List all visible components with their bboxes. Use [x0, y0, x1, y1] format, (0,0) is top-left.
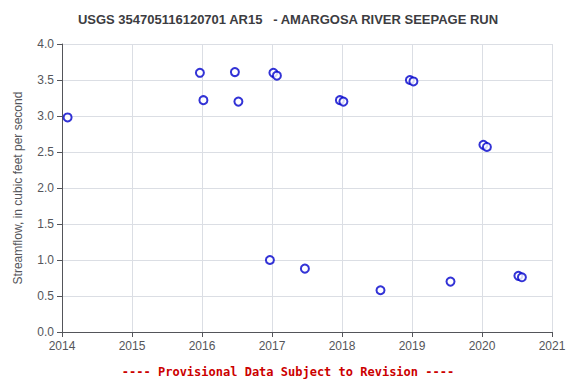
svg-text:2016: 2016 [189, 339, 216, 353]
svg-text:3.5: 3.5 [37, 73, 54, 87]
svg-text:---- Provisional Data Subject: ---- Provisional Data Subject to Revisio… [122, 365, 454, 379]
svg-text:2014: 2014 [49, 339, 76, 353]
svg-text:3.0: 3.0 [37, 109, 54, 123]
svg-text:USGS 354705116120701 AR15 -: USGS 354705116120701 AR15 - AMARGOSA RIV… [78, 12, 498, 27]
svg-text:0.5: 0.5 [37, 289, 54, 303]
svg-text:1.5: 1.5 [37, 217, 54, 231]
svg-text:2017: 2017 [259, 339, 286, 353]
svg-text:1.0: 1.0 [37, 253, 54, 267]
svg-text:2020: 2020 [469, 339, 496, 353]
svg-text:2021: 2021 [539, 339, 566, 353]
svg-text:0.0: 0.0 [37, 325, 54, 339]
svg-text:2018: 2018 [329, 339, 356, 353]
svg-text:2.0: 2.0 [37, 181, 54, 195]
svg-text:Streamflow, in cubic feet per: Streamflow, in cubic feet per second [11, 92, 25, 285]
svg-text:4.0: 4.0 [37, 37, 54, 51]
svg-text:2.5: 2.5 [37, 145, 54, 159]
svg-text:2019: 2019 [399, 339, 426, 353]
svg-text:2015: 2015 [119, 339, 146, 353]
